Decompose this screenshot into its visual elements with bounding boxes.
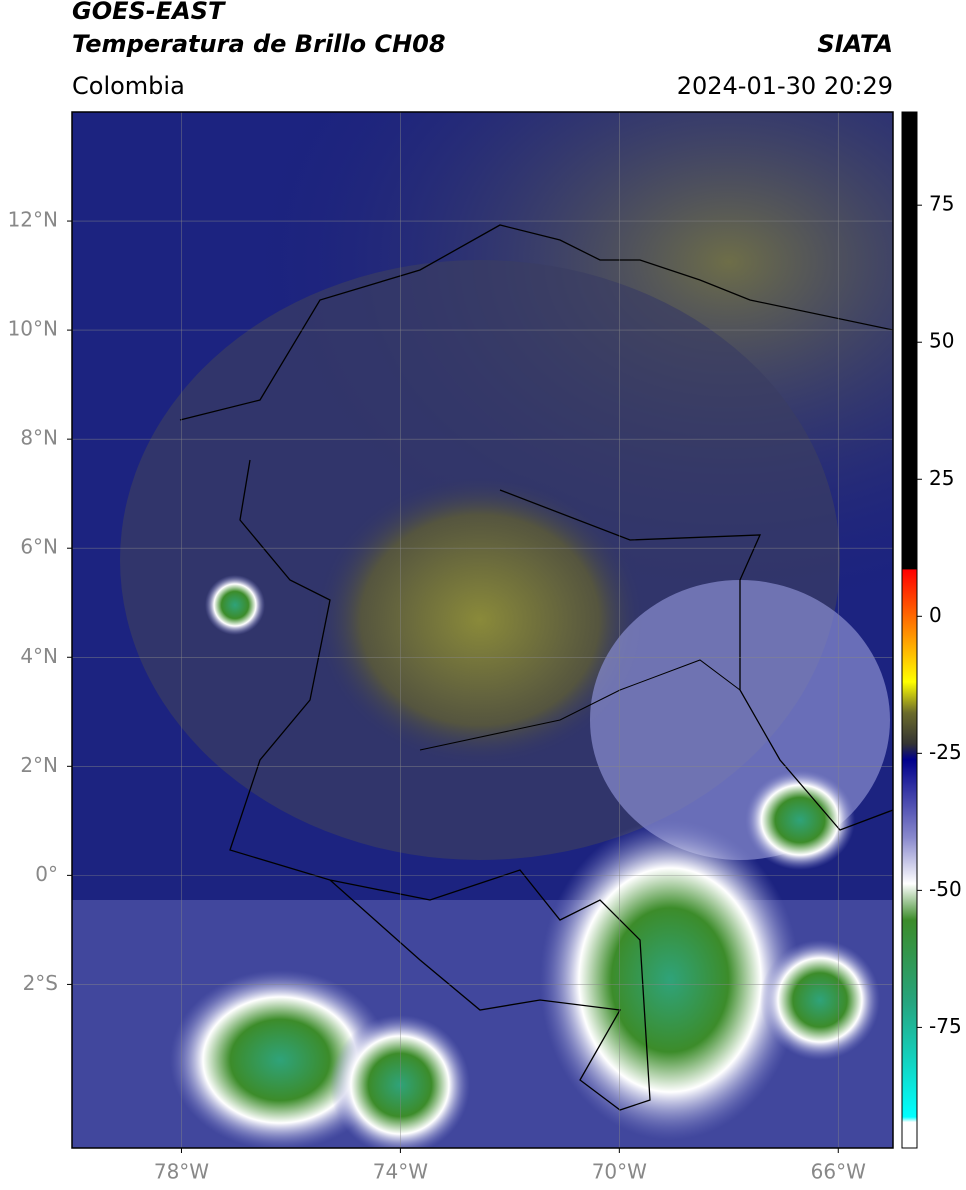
region: Colombia <box>72 72 185 100</box>
lat-label: 8°N <box>20 426 58 450</box>
map-frame <box>71 111 894 1149</box>
lon-label: 74°W <box>373 1160 428 1184</box>
colorbar-label: 50 <box>929 329 954 353</box>
colorbar-label: -50 <box>929 877 962 901</box>
lat-label: 6°N <box>20 535 58 559</box>
colorbar-label: -25 <box>929 740 962 764</box>
subtitle: Temperatura de Brillo CH08 <box>72 30 446 58</box>
lat-label: 10°N <box>8 317 58 341</box>
lat-label: 4°N <box>20 644 58 668</box>
lat-label: 2°N <box>20 753 58 777</box>
lat-label: 0° <box>35 862 58 886</box>
source: SIATA <box>817 30 893 58</box>
lon-label: 66°W <box>811 1160 866 1184</box>
colorbar-label: 0 <box>929 603 942 627</box>
datetime: 2024-01-30 20:29 <box>677 72 893 100</box>
colorbar-label: 25 <box>929 466 954 490</box>
lon-label: 70°W <box>592 1160 647 1184</box>
lat-label: 2°S <box>23 971 58 995</box>
colorbar <box>901 111 918 1149</box>
satellite-image <box>72 112 893 1148</box>
lon-label: 78°W <box>154 1160 209 1184</box>
lat-label: 12°N <box>8 208 58 232</box>
colorbar-label: 75 <box>929 192 954 216</box>
colorbar-label: -75 <box>929 1014 962 1038</box>
title: GOES-EAST <box>72 0 226 25</box>
